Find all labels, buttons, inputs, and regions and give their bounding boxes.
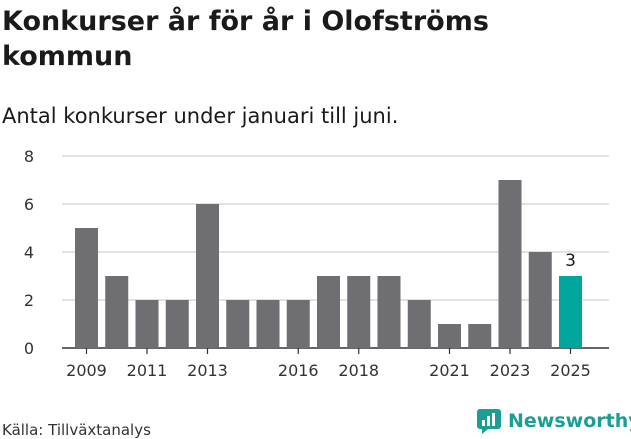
x-tick-label-2023: 2023 xyxy=(490,361,531,380)
x-tick-label-2018: 2018 xyxy=(338,361,379,380)
bar-2016 xyxy=(286,300,310,348)
bar-2024 xyxy=(528,252,552,348)
chart-title: Konkurser år för år i Olofströms kommun xyxy=(2,6,489,72)
newsworthy-logo-icon xyxy=(477,409,501,434)
bar-2023 xyxy=(498,180,522,348)
bar-2020 xyxy=(407,300,431,348)
bars xyxy=(75,180,582,348)
x-tick-label-2011: 2011 xyxy=(127,361,168,380)
bar-2021 xyxy=(438,324,461,348)
source-note: Källa: Tillväxtanalys xyxy=(2,421,151,439)
x-axis-ticks: 2009 2011 2013 2016 2018 2021 2023 2025 xyxy=(66,348,591,380)
y-tick-label-6: 6 xyxy=(24,195,34,214)
bar-2017 xyxy=(317,276,340,348)
x-tick-label-2009: 2009 xyxy=(66,361,107,380)
y-tick-label-8: 8 xyxy=(24,147,34,166)
data-labels: 3 xyxy=(565,251,576,271)
bar-chart: 0 2 4 6 8 3 2009 2011 2013 2016 2018 2021 2023 2025 xyxy=(24,147,609,380)
bar-2022 xyxy=(468,324,492,348)
bar-2018 xyxy=(347,276,371,348)
x-tick-label-2013: 2013 xyxy=(187,361,228,380)
bar-2010 xyxy=(105,276,129,348)
bar-2025 xyxy=(559,276,582,348)
bar-2013 xyxy=(196,204,219,348)
chart-subtitle: Antal konkurser under januari till juni. xyxy=(2,104,399,128)
bar-2015 xyxy=(256,300,280,348)
x-tick-label-2025: 2025 xyxy=(550,361,591,380)
y-tick-label-2: 2 xyxy=(24,291,34,310)
x-tick-label-2016: 2016 xyxy=(278,361,319,380)
bar-2014 xyxy=(226,300,250,348)
newsworthy-logo-text: Newsworthy xyxy=(508,410,631,432)
bar-2011 xyxy=(135,300,159,348)
y-tick-label-4: 4 xyxy=(24,243,34,262)
bar-2012 xyxy=(165,300,189,348)
y-axis-ticks: 0 2 4 6 8 xyxy=(24,147,34,358)
data-label-2025: 3 xyxy=(565,251,576,271)
x-tick-label-2021: 2021 xyxy=(429,361,470,380)
y-tick-label-0: 0 xyxy=(24,339,34,358)
newsworthy-logo: Newsworthy xyxy=(476,408,631,434)
bar-2009 xyxy=(75,228,98,348)
bar-2019 xyxy=(377,276,401,348)
